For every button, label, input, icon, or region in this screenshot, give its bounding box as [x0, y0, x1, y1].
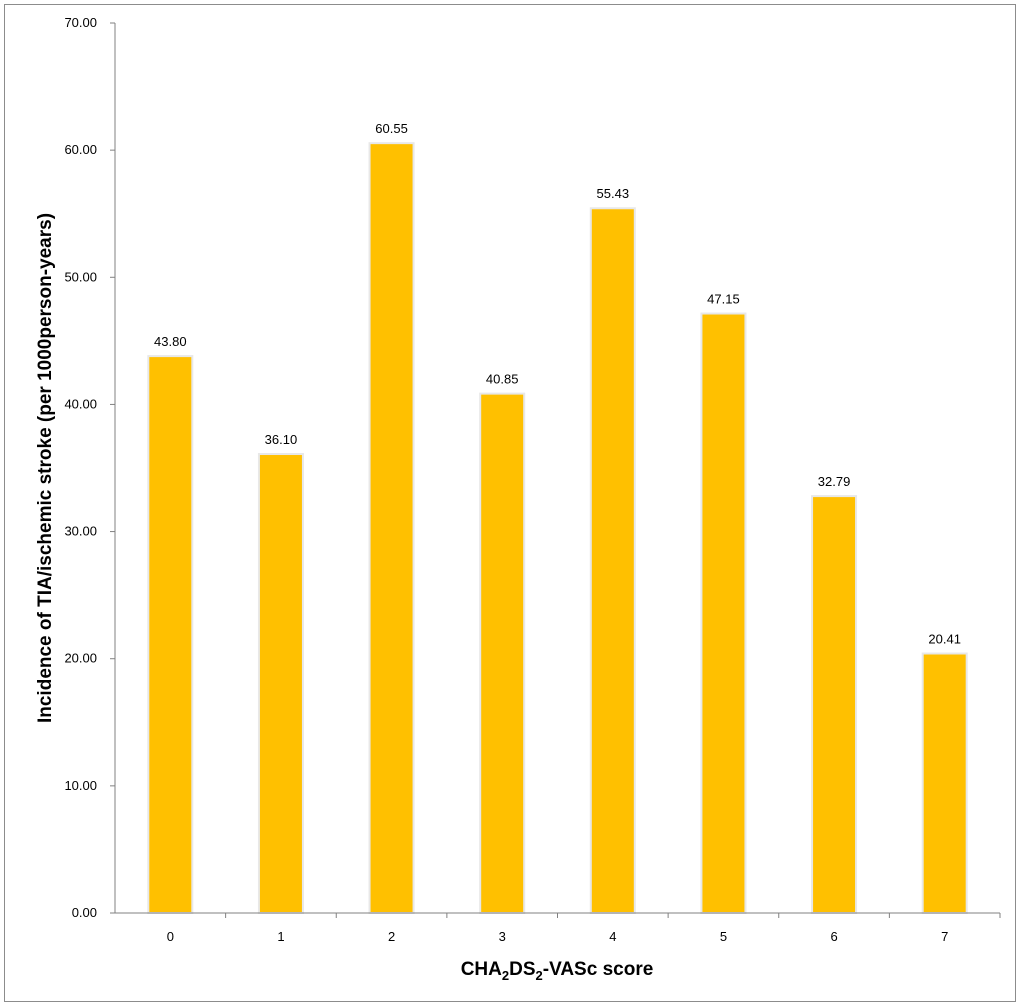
data-label: 55.43 — [597, 186, 630, 201]
x-tick-label: 7 — [941, 929, 948, 944]
x-tick-label: 1 — [277, 929, 284, 944]
x-axis-title-sub2: 2 — [536, 968, 543, 983]
bar — [700, 312, 747, 914]
x-tick-label: 5 — [720, 929, 727, 944]
x-tick-label: 6 — [830, 929, 837, 944]
bar — [257, 453, 304, 914]
x-tick-label: 4 — [609, 929, 616, 944]
x-tick-label: 2 — [388, 929, 395, 944]
data-label: 36.10 — [265, 432, 298, 447]
y-tick-label: 50.00 — [64, 269, 97, 284]
bars — [147, 142, 968, 915]
data-label: 43.80 — [154, 334, 187, 349]
data-label: 40.85 — [486, 372, 519, 387]
y-tick-label: 10.00 — [64, 778, 97, 793]
data-labels: 43.80 36.10 60.55 40.85 55.43 47.15 32.79 20.41 — [154, 121, 961, 646]
data-label: 60.55 — [375, 121, 408, 136]
x-axis-title-part3: -VASc score — [543, 959, 654, 980]
bar — [921, 652, 968, 914]
x-axis-ticks: 0 1 2 3 4 5 6 7 — [167, 913, 1001, 944]
x-axis-title-part2: DS — [509, 959, 535, 980]
data-label: 47.15 — [707, 292, 740, 307]
y-axis-ticks: 0.00 10.00 20.00 30.00 40.00 50.00 60.00 70.00 — [64, 15, 115, 920]
bar — [811, 495, 858, 914]
y-tick-label: 0.00 — [72, 905, 97, 920]
data-label: 20.41 — [928, 632, 961, 647]
x-tick-label: 3 — [499, 929, 506, 944]
x-axis-title: CHA2DS2-VASc score — [461, 959, 654, 983]
x-axis-title-part1: CHA — [461, 959, 502, 980]
bar — [368, 142, 415, 914]
bar — [479, 392, 526, 915]
data-label: 32.79 — [818, 474, 851, 489]
y-tick-label: 20.00 — [64, 651, 97, 666]
y-tick-label: 70.00 — [64, 15, 97, 30]
x-axis-title-sub1: 2 — [502, 968, 509, 983]
y-tick-label: 30.00 — [64, 524, 97, 539]
bar — [589, 207, 636, 915]
y-tick-label: 40.00 — [64, 396, 97, 411]
y-axis-title: Incidence of TIA/ischemic stroke (per 10… — [35, 213, 56, 723]
x-tick-label: 0 — [167, 929, 174, 944]
bar — [147, 355, 194, 915]
y-tick-label: 60.00 — [64, 142, 97, 157]
